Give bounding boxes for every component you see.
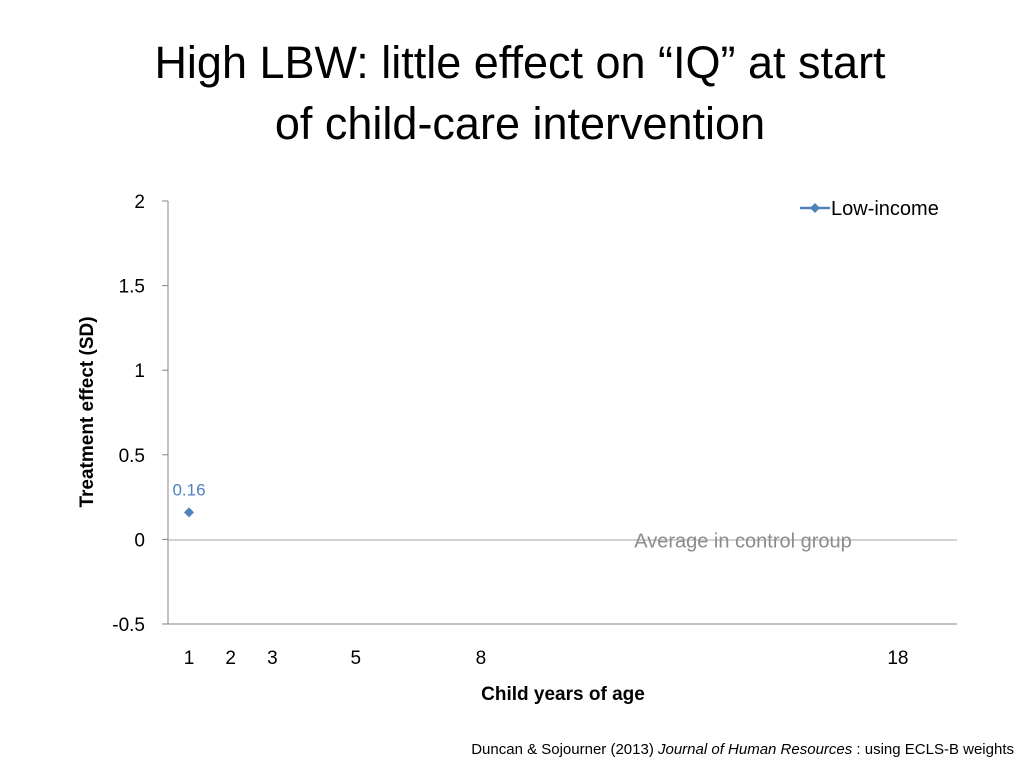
x-tick-label: 2 bbox=[225, 648, 236, 669]
x-tick-label: 8 bbox=[476, 648, 487, 669]
y-tick-label: 0 bbox=[134, 530, 145, 551]
legend-marker-diamond-icon bbox=[810, 203, 820, 213]
data-point-diamond bbox=[184, 507, 194, 518]
title-line-2: of child-care intervention bbox=[274, 98, 766, 149]
y-tick-label: 0.5 bbox=[119, 446, 145, 467]
x-axis-title: Child years of age bbox=[481, 684, 645, 705]
citation-note: : using ECLS-B weights bbox=[852, 741, 1014, 758]
citation-journal: Journal of Human Resources bbox=[657, 741, 853, 758]
y-tick-label: 2 bbox=[134, 192, 145, 213]
legend: Low-income bbox=[800, 198, 939, 220]
legend-label-low-income: Low-income bbox=[831, 198, 939, 220]
y-tick-label: 1 bbox=[134, 361, 145, 382]
citation-authors: Duncan & Sojourner (2013) bbox=[471, 741, 658, 758]
control-group-annotation: Average in control group bbox=[634, 530, 852, 552]
data-label: 0.16 bbox=[172, 480, 205, 499]
x-tick-label: 18 bbox=[887, 648, 908, 669]
x-tick-label: 5 bbox=[351, 648, 362, 669]
x-tick-label: 1 bbox=[184, 648, 195, 669]
y-axis-title: Treatment effect (SD) bbox=[77, 316, 98, 507]
y-tick-label: 1.5 bbox=[119, 277, 145, 298]
x-tick-label: 3 bbox=[267, 648, 278, 669]
y-tick-label: -0.5 bbox=[112, 615, 145, 636]
slide-title: High LBW: little effect on “IQ” at start… bbox=[40, 32, 1000, 154]
citation: Duncan & Sojourner (2013) Journal of Hum… bbox=[471, 741, 1014, 758]
title-line-1: High LBW: little effect on “IQ” at start bbox=[154, 37, 886, 88]
